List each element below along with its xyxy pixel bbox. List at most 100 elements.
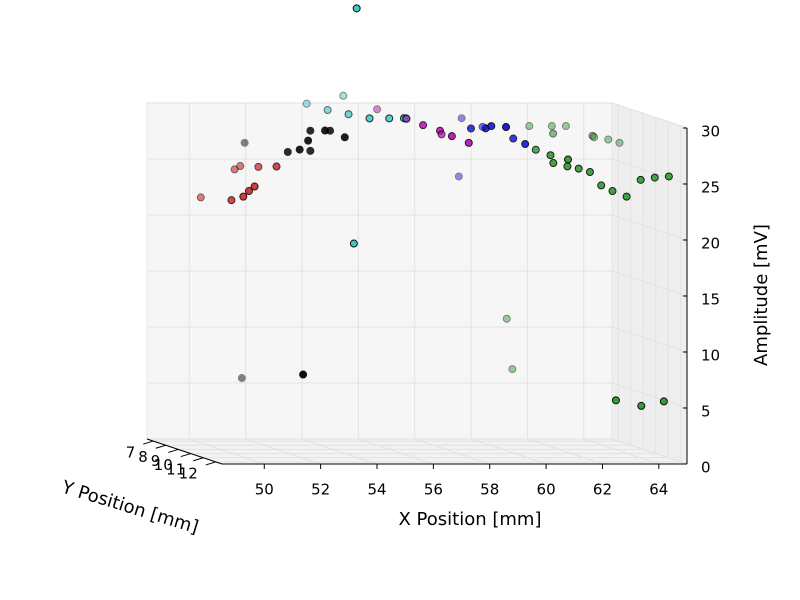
z-tick-label: 10 — [701, 347, 720, 365]
point — [437, 130, 446, 139]
tick-mark — [205, 461, 216, 466]
point — [196, 193, 205, 202]
panes — [146, 102, 688, 465]
point — [521, 139, 530, 148]
point — [227, 196, 236, 205]
point — [237, 374, 246, 383]
point — [650, 173, 659, 182]
point — [402, 115, 411, 124]
point — [306, 146, 315, 155]
y-tick-label: 7 — [126, 444, 136, 462]
point — [240, 138, 249, 147]
point — [487, 122, 496, 131]
z-tick-label: 20 — [701, 235, 720, 253]
grid-line — [470, 438, 547, 465]
point — [344, 110, 353, 119]
point — [608, 187, 617, 196]
grid-line — [611, 270, 688, 297]
z-axis-label: Amplitude [mV] — [751, 224, 772, 366]
point — [563, 162, 572, 171]
point — [561, 122, 570, 131]
grid-line — [583, 438, 659, 465]
point — [502, 314, 511, 323]
grid-line — [611, 326, 688, 353]
tick-mark — [180, 453, 191, 458]
point — [637, 401, 646, 410]
tick-mark — [143, 440, 154, 445]
x-tick-label: 64 — [649, 481, 668, 499]
grid-line — [611, 214, 688, 241]
point — [299, 370, 308, 379]
point — [306, 126, 315, 135]
tick-mark — [193, 457, 204, 462]
point — [236, 162, 245, 171]
y-axis-label: Y Position [mm] — [58, 476, 201, 538]
x-tick-label: 58 — [480, 481, 499, 499]
x-tick-label: 52 — [311, 481, 330, 499]
point — [546, 151, 555, 160]
point — [304, 136, 313, 145]
point — [295, 145, 304, 154]
point — [272, 162, 281, 171]
point — [509, 134, 518, 143]
z-tick-label: 5 — [701, 403, 711, 421]
point — [659, 397, 668, 406]
point — [525, 122, 534, 131]
point — [615, 138, 624, 147]
point — [597, 181, 606, 190]
point — [590, 133, 599, 142]
point — [302, 99, 311, 108]
point — [574, 164, 583, 173]
point — [365, 114, 374, 123]
point — [250, 182, 259, 191]
point — [254, 162, 263, 171]
x-tick-label: 54 — [367, 481, 386, 499]
point — [547, 122, 556, 131]
z-tick-label: 30 — [701, 123, 720, 141]
point — [508, 365, 517, 374]
point — [340, 133, 349, 142]
x-tick-label: 56 — [424, 481, 443, 499]
grid-line — [301, 438, 378, 465]
point — [502, 123, 511, 132]
point — [664, 172, 673, 181]
grid-line — [245, 438, 321, 465]
point — [549, 129, 558, 138]
point — [478, 122, 487, 131]
y-tick-label: 10 — [154, 456, 173, 474]
point — [244, 187, 253, 196]
point — [447, 132, 456, 141]
point — [239, 192, 248, 201]
x-tick-label: 62 — [593, 481, 612, 499]
point — [564, 155, 573, 164]
z-tick-label: 25 — [701, 179, 720, 197]
y-tick-label: 11 — [166, 460, 185, 478]
grid-line — [611, 438, 688, 465]
point — [283, 147, 292, 156]
point — [339, 91, 348, 100]
grid-line — [611, 382, 688, 409]
grid-line — [189, 438, 265, 465]
point — [611, 396, 620, 405]
tick-mark — [155, 444, 166, 449]
point — [466, 124, 475, 133]
y-tick-label: 9 — [151, 452, 161, 470]
point — [464, 138, 473, 147]
point — [349, 239, 358, 248]
point — [549, 159, 558, 168]
x-tick-label: 60 — [537, 481, 556, 499]
z-tick-label: 0 — [701, 459, 711, 477]
grid-line — [611, 158, 688, 185]
point — [352, 4, 361, 13]
grid-line — [414, 438, 490, 465]
point — [457, 114, 466, 123]
grid-line — [358, 438, 434, 465]
grid-line — [527, 438, 603, 465]
point — [326, 126, 335, 135]
point — [588, 131, 597, 140]
x-axis-label: X Position [mm] — [399, 509, 542, 530]
point — [531, 145, 540, 154]
point — [622, 192, 631, 201]
point — [323, 106, 332, 115]
